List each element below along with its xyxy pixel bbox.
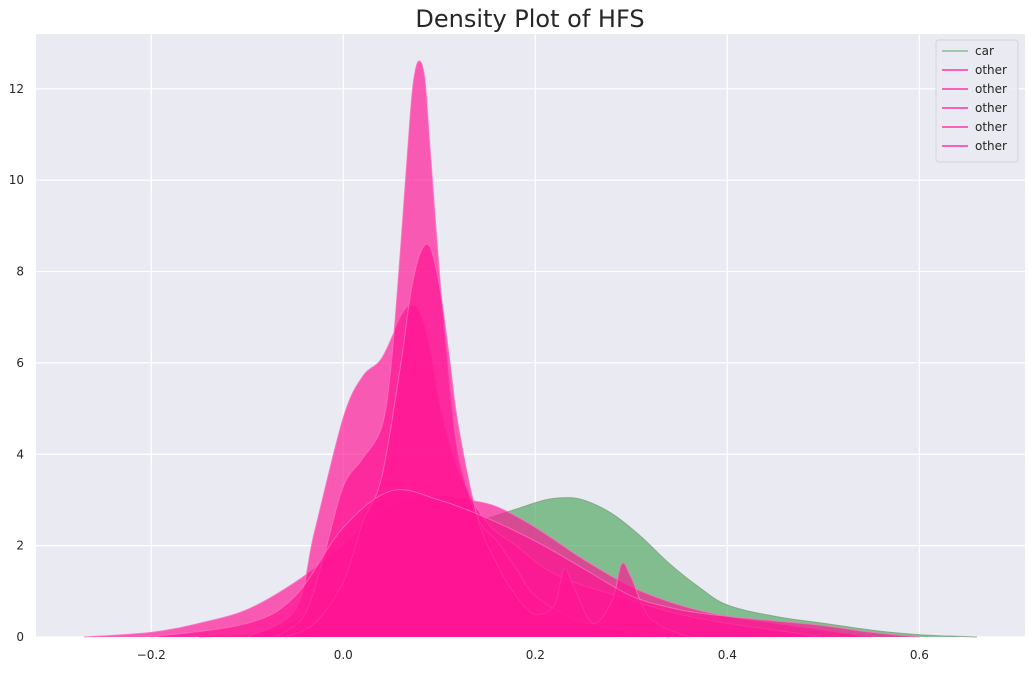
series-group bbox=[83, 60, 978, 638]
x-tick-label: 0.2 bbox=[526, 648, 545, 662]
x-tick-label: 0.0 bbox=[334, 648, 353, 662]
density-line bbox=[151, 489, 920, 638]
legend: car other other other other other bbox=[935, 39, 1019, 163]
x-tick-label: 0.6 bbox=[910, 648, 929, 662]
legend-label: other bbox=[975, 120, 1007, 134]
legend-label: other bbox=[975, 101, 1007, 115]
y-tick-label: 4 bbox=[16, 447, 24, 461]
chart-title: Density Plot of HFS bbox=[415, 5, 644, 33]
y-tick-label: 6 bbox=[16, 356, 24, 370]
y-tick-label: 12 bbox=[9, 82, 24, 96]
density-area bbox=[276, 60, 670, 637]
legend-label: other bbox=[975, 63, 1007, 77]
x-tick-label: −0.2 bbox=[137, 648, 166, 662]
series-other-5 bbox=[151, 489, 920, 638]
density-area bbox=[151, 489, 920, 637]
x-tick-label: 0.4 bbox=[718, 648, 737, 662]
legend-label: car bbox=[975, 44, 994, 58]
legend-label: other bbox=[975, 139, 1007, 153]
legend-label: other bbox=[975, 82, 1007, 96]
y-tick-label: 10 bbox=[9, 173, 24, 187]
grid bbox=[36, 34, 1025, 638]
y-tick-label: 0 bbox=[16, 630, 24, 644]
y-tick-label: 8 bbox=[16, 265, 24, 279]
y-tick-label: 2 bbox=[16, 539, 24, 553]
